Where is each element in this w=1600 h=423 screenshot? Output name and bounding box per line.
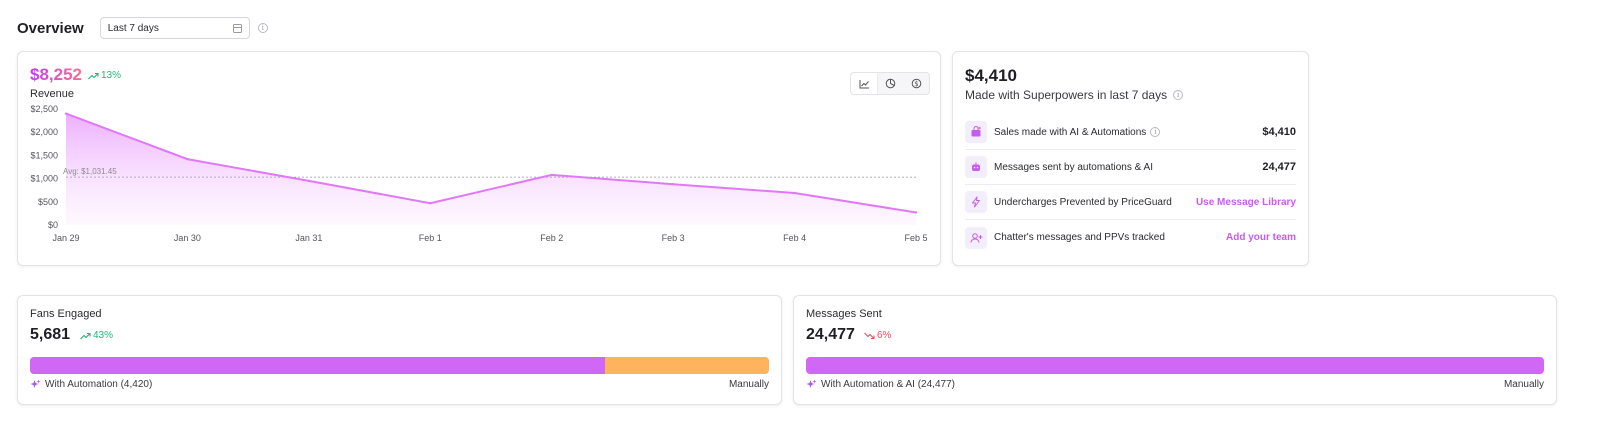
messages-automation-fill [806,357,1544,374]
fans-split-bar [30,357,769,374]
add-user-icon [965,226,987,249]
calendar-icon [232,23,242,33]
line-chart-button[interactable] [851,73,877,94]
page-title: Overview [17,19,84,37]
data-point [550,173,553,177]
revenue-value: $8,252 [30,65,82,84]
data-point [914,211,918,214]
data-point [307,179,311,183]
svg-text:$: $ [914,80,918,88]
messages-sent-card: Messages Sent 24,477 6% With Automation … [793,295,1557,405]
superpowers-subtitle-text: Made with Superpowers in last 7 days [965,88,1168,102]
messages-trend-value: 6% [877,330,892,341]
messages-automation-label: With Automation & AI (24,477) [821,379,955,390]
pie-chart-button[interactable] [877,73,903,94]
chart-view-toggle: $ [850,72,930,95]
fans-automation-legend: With Automation (4,420) [30,379,152,390]
x-tick-label: Jan 29 [52,233,79,243]
line-chart-icon [859,79,869,88]
average-label: Avg: $1,031.45 [63,167,117,176]
fans-automation-label: With Automation (4,420) [45,379,153,390]
messages-sent-value: 24,477 [806,326,855,343]
revenue-label: Revenue [30,88,75,100]
list-item: Chatter's messages and PPVs tracked Add … [965,220,1296,255]
y-tick-label: $0 [48,220,58,230]
x-tick-label: Feb 2 [540,233,563,243]
x-tick-label: Feb 3 [662,233,685,243]
trend-up-icon [80,332,91,339]
currency-button[interactable]: $ [903,73,929,94]
date-range-select[interactable]: Last 7 days [99,17,250,39]
sp-row-value: 24,477 [1262,161,1296,173]
bot-icon [965,156,987,178]
trend-up-icon [88,72,99,79]
add-your-team-link[interactable]: Add your team [1225,232,1296,243]
fans-engaged-card: Fans Engaged 5,681 43% With Automation (… [17,295,782,405]
fans-trend: 43% [80,330,113,341]
superpowers-list: Sales made with AI & Automations i $4,41… [965,115,1296,255]
list-item: Sales made with AI & Automations i $4,41… [965,115,1296,150]
pie-chart-icon [885,78,895,89]
messages-split-bar [806,357,1544,374]
fans-engaged-label: Fans Engaged [30,308,102,320]
sp-row-label: Chatter's messages and PPVs tracked [994,232,1165,243]
x-tick-label: Feb 1 [419,233,442,243]
messages-manual-label: Manually [1503,379,1544,390]
fans-manual-label: Manually [728,379,769,390]
sp-row-label: Undercharges Prevented by PriceGuard [994,196,1172,208]
info-icon[interactable]: i [1150,127,1161,137]
superpowers-card: $4,410 Made with Superpowers in last 7 d… [952,51,1309,266]
messages-automation-legend: With Automation & AI (24,477) [806,379,955,390]
messages-trend: 6% [864,330,891,341]
superpowers-value: $4,410 [965,66,1017,85]
y-tick-label: $2,500 [30,104,58,114]
sp-row-value: $4,410 [1262,126,1296,138]
data-point [429,201,432,205]
revenue-card: $8,252 13% Revenue $ $0 $500 $1,000 $1,500 $… [17,51,941,266]
revenue-trend: 13% [88,70,121,81]
sp-row-label: Messages sent by automations & AI [994,161,1153,173]
y-tick-label: $2,000 [30,127,58,137]
dollar-circle-icon: $ [911,78,921,89]
sparkle-icon [806,379,817,388]
list-item: Undercharges Prevented by PriceGuard Use… [965,185,1296,220]
revenue-area [66,113,916,225]
x-tick-label: Feb 4 [783,233,806,243]
sparkle-icon [30,379,41,388]
data-point [793,191,796,195]
data-point [671,182,675,186]
x-tick-label: Jan 31 [295,233,322,243]
info-icon[interactable]: i [257,23,268,33]
lightning-icon [965,191,987,213]
messages-sent-label: Messages Sent [806,308,882,320]
x-tick-label: Jan 30 [174,233,201,243]
revenue-trend-value: 13% [101,70,122,81]
revenue-chart: $0 $500 $1,000 $1,500 $2,000 $2,500 Jan 29 Jan… [30,104,927,243]
y-tick-label: $1,000 [30,174,58,184]
date-range-value: Last 7 days [107,22,159,34]
info-icon[interactable]: i [1173,90,1184,100]
x-tick-label: Feb 5 [904,233,927,243]
data-point [64,112,68,115]
sp-row-label: Sales made with AI & Automations [994,126,1147,138]
y-tick-label: $500 [38,197,58,207]
revenue-line [65,112,917,214]
trend-down-icon [864,332,875,339]
superpowers-subtitle: Made with Superpowers in last 7 days i [965,88,1184,102]
list-item: Messages sent by automations & AI 24,477 [965,150,1296,185]
fans-engaged-value: 5,681 [30,326,71,343]
fans-trend-value: 43% [93,330,114,341]
sales-icon [965,121,987,143]
use-message-library-link[interactable]: Use Message Library [1195,196,1296,208]
y-tick-label: $1,500 [30,150,58,160]
overview-header: Overview Last 7 days i [17,16,268,40]
data-point [186,157,189,161]
fans-automation-fill [30,357,605,374]
